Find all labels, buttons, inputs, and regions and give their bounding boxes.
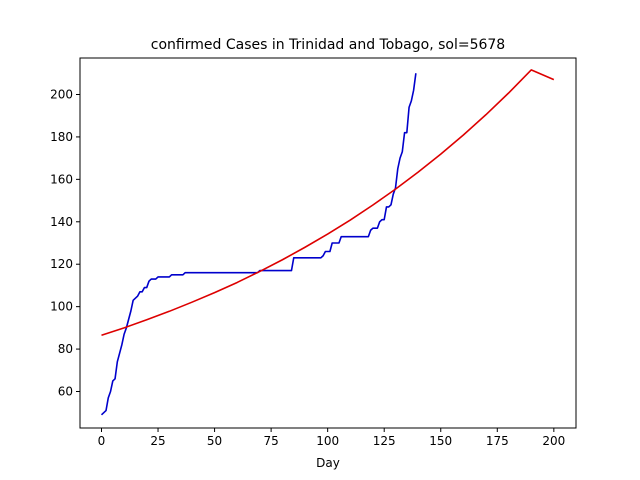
series-line-1 [100, 73, 417, 416]
x-tick-label: 125 [373, 434, 396, 448]
y-tick-label: 180 [50, 130, 73, 144]
y-tick-label: 100 [50, 300, 73, 314]
series-line-2 [101, 69, 555, 337]
y-tick-label: 80 [58, 342, 73, 356]
x-tick-label: 100 [316, 434, 339, 448]
y-tick-label: 120 [50, 257, 73, 271]
x-tick-label: 150 [429, 434, 452, 448]
y-tick-label: 200 [50, 87, 73, 101]
y-tick-label: 140 [50, 215, 73, 229]
x-tick-label: 50 [207, 434, 222, 448]
x-tick-label: 25 [150, 434, 165, 448]
plot-area-frame [79, 57, 577, 429]
series-layer [100, 69, 555, 416]
x-axis-label: Day [316, 456, 340, 470]
x-tick-label: 0 [98, 434, 106, 448]
chart-title: confirmed Cases in Trinidad and Tobago, … [151, 37, 505, 53]
y-tick-label: 160 [50, 172, 73, 186]
x-tick-label: 200 [542, 434, 565, 448]
y-tick-label: 60 [58, 385, 73, 399]
y-axis: 60 80 100 120 140 160 180 200 [50, 87, 80, 399]
x-axis: 0 25 50 75 100 125 150 175 200 [98, 428, 565, 448]
x-tick-label: 75 [263, 434, 278, 448]
x-tick-label: 175 [486, 434, 509, 448]
